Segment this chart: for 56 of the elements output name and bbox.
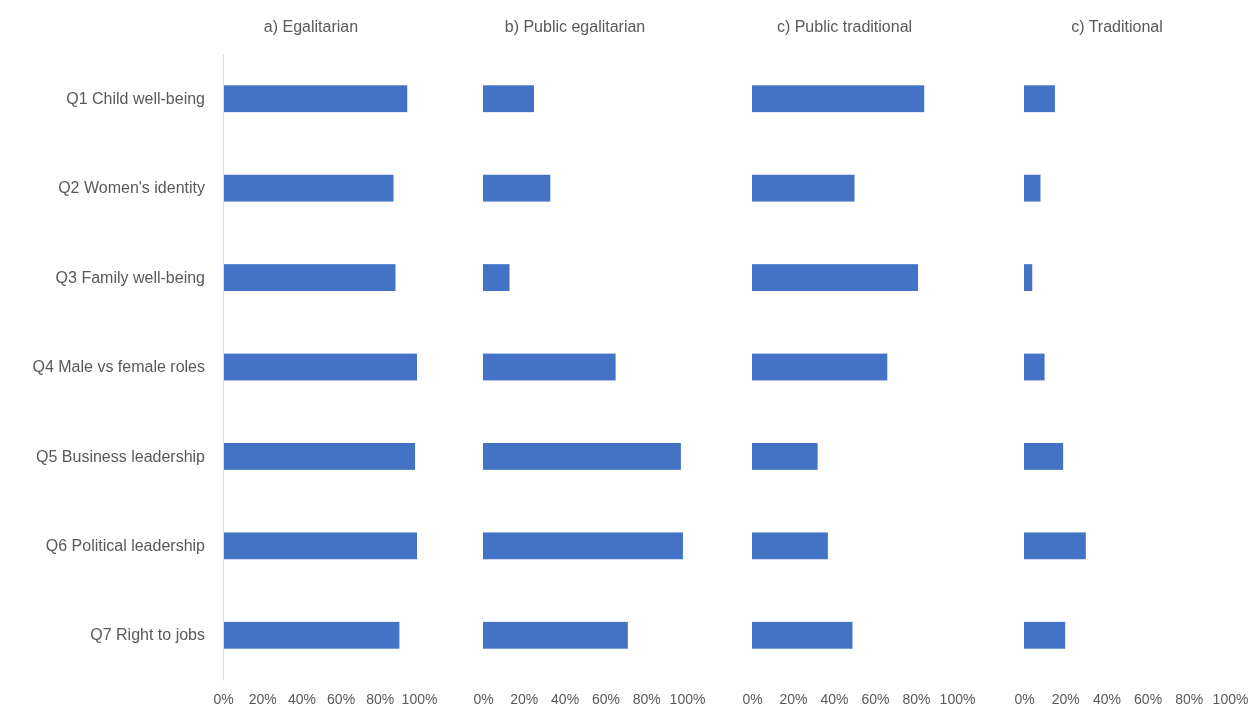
bar: [752, 174, 855, 202]
bar: [1024, 85, 1055, 113]
chart-title: c) Traditional: [1071, 18, 1163, 35]
chart-title: a) Egalitarian: [263, 18, 359, 35]
bar: [752, 353, 888, 381]
bar: [752, 532, 828, 560]
x-tick-label: 100%: [401, 690, 438, 706]
x-tick-label: 60%: [861, 690, 890, 706]
x-tick-label: 20%: [248, 690, 277, 706]
x-tick-label: 40%: [287, 690, 316, 706]
bar: [1024, 264, 1033, 291]
x-tick-label: 20%: [1051, 690, 1080, 706]
x-tick-label: 100%: [939, 690, 976, 706]
bar: [483, 174, 551, 202]
bar: [483, 264, 510, 291]
x-tick-label: 80%: [366, 690, 395, 706]
x-tick-label: 60%: [591, 690, 620, 706]
bar: [483, 443, 681, 470]
x-tick-label: 40%: [820, 690, 849, 706]
bar: [752, 264, 919, 291]
bar: [1024, 532, 1086, 560]
y-tick-label: Q5 Business leadership: [36, 447, 206, 465]
x-tick-label: 40%: [1092, 690, 1121, 706]
bar: [483, 353, 616, 381]
x-tick-label: 0%: [213, 690, 234, 706]
y-tick-label: Q7 Right to jobs: [90, 626, 205, 644]
bar: [1024, 443, 1064, 470]
bar: [752, 85, 925, 113]
x-tick-label: 20%: [510, 690, 539, 706]
chart-title: c) Public traditional: [776, 18, 913, 35]
y-tick-label: Q2 Women's identity: [58, 179, 205, 197]
y-tick-label: Q6 Political leadership: [45, 536, 206, 554]
x-tick-label: 0%: [1014, 690, 1035, 706]
bar: [1024, 353, 1045, 381]
y-tick-label: Q3 Family well-being: [55, 268, 205, 286]
x-tick-label: 60%: [1134, 690, 1163, 706]
bar: [1024, 174, 1041, 202]
x-tick-label: 80%: [1175, 690, 1204, 706]
chart-title: b) Public egalitarian: [504, 18, 646, 35]
x-tick-label: 100%: [1212, 690, 1249, 706]
x-tick-label: 80%: [632, 690, 661, 706]
x-tick-label: 0%: [473, 690, 494, 706]
bar: [752, 443, 818, 470]
bar: [752, 621, 853, 649]
bar: [483, 532, 683, 560]
x-tick-label: 100%: [669, 690, 706, 706]
x-tick-label: 20%: [779, 690, 808, 706]
bar: [483, 85, 534, 113]
x-tick-label: 80%: [902, 690, 931, 706]
bar: [483, 621, 628, 649]
x-tick-label: 0%: [742, 690, 763, 706]
y-tick-label: Q4 Male vs female roles: [32, 358, 205, 376]
x-tick-label: 40%: [551, 690, 580, 706]
bar: [1024, 621, 1066, 649]
y-tick-label: Q1 Child well-being: [66, 89, 205, 107]
x-tick-label: 60%: [327, 690, 356, 706]
